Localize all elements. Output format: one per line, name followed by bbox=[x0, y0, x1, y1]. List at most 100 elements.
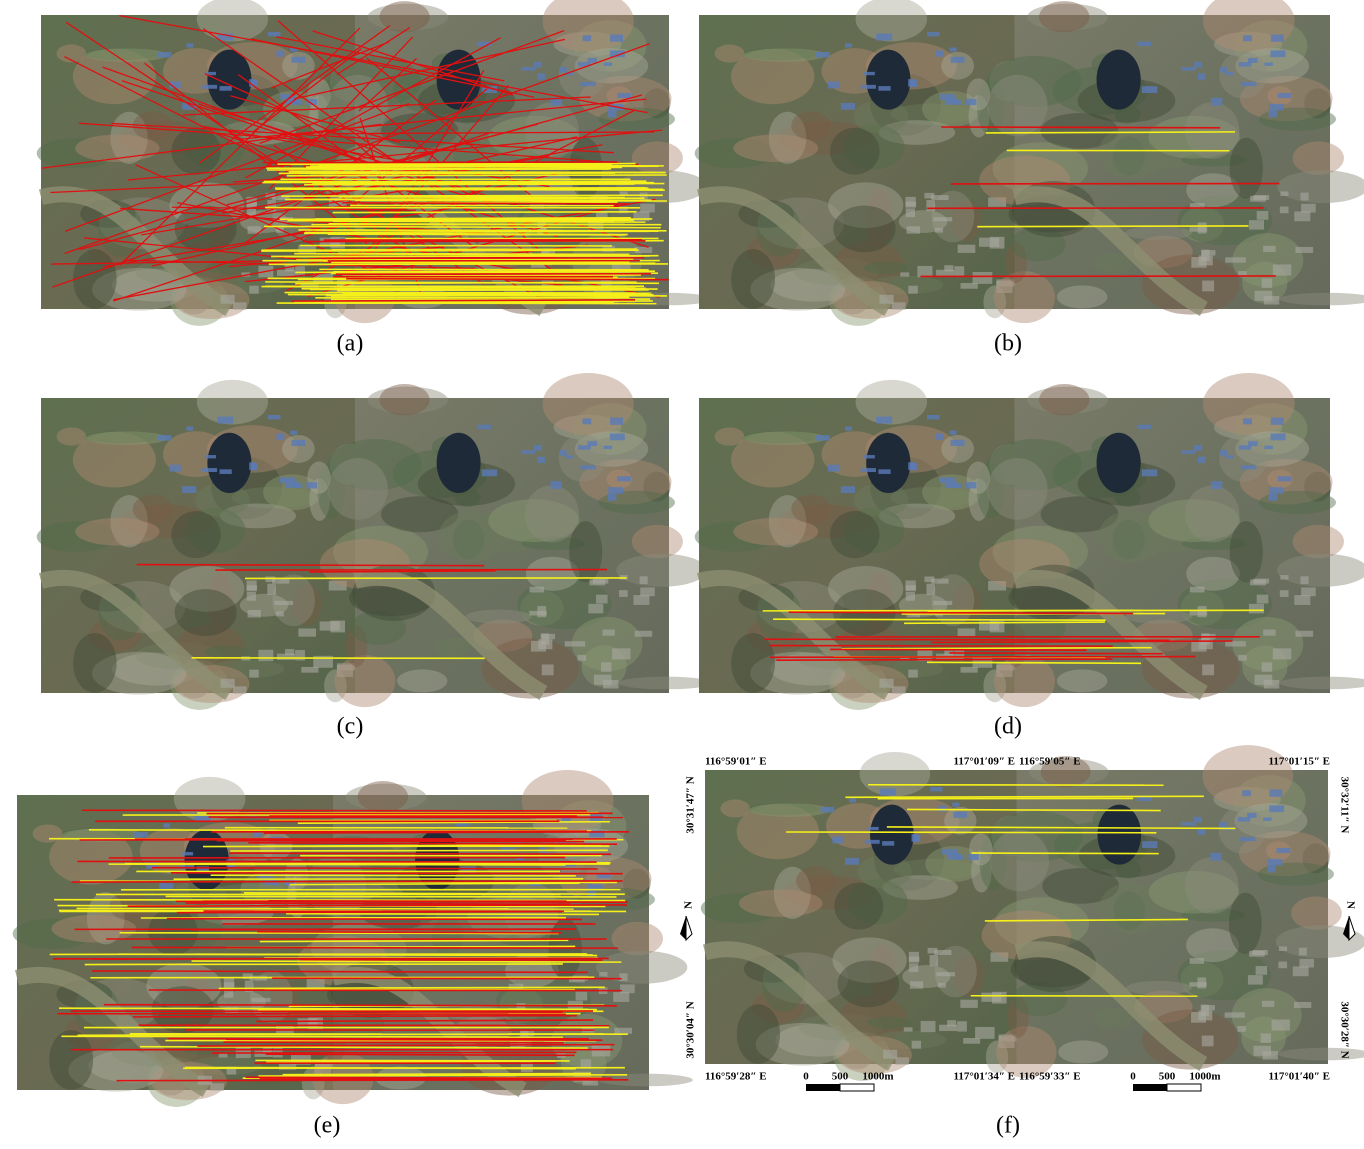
mismatch-line bbox=[366, 57, 534, 198]
match-lines bbox=[762, 609, 1264, 665]
mismatch-line bbox=[103, 1003, 617, 1007]
mismatch-line bbox=[342, 201, 630, 205]
mismatch-line bbox=[271, 41, 390, 89]
match-line bbox=[338, 252, 630, 256]
match-line bbox=[977, 225, 1249, 228]
match-line bbox=[210, 874, 576, 877]
match-line bbox=[315, 216, 631, 220]
match-line bbox=[303, 232, 628, 236]
mismatch-line bbox=[266, 830, 568, 833]
scale-label: 1000m bbox=[1189, 1071, 1220, 1083]
match-line bbox=[61, 1035, 563, 1038]
mismatch-line bbox=[65, 21, 449, 279]
mismatch-line bbox=[248, 842, 618, 846]
mismatch-line bbox=[256, 1019, 594, 1023]
panel-image bbox=[37, 0, 713, 326]
mismatch-line bbox=[769, 655, 1196, 659]
panel-image bbox=[695, 373, 1364, 710]
coord-label: 117°01′40″ E bbox=[1268, 1071, 1330, 1083]
coord-label: 116°59′33″ E bbox=[1019, 1071, 1081, 1083]
mismatch-line bbox=[941, 126, 1221, 129]
match-line bbox=[315, 229, 659, 232]
mismatch-line bbox=[52, 131, 493, 288]
coord-label: 116°59′05″ E bbox=[1019, 756, 1081, 768]
match-line bbox=[786, 831, 1157, 834]
match-line bbox=[271, 255, 650, 258]
match-line bbox=[289, 882, 580, 886]
north-label: N bbox=[1344, 901, 1356, 909]
match-line bbox=[243, 892, 625, 895]
panel-image bbox=[695, 0, 1364, 326]
mismatch-line bbox=[223, 1041, 564, 1044]
north-arrow bbox=[1343, 915, 1356, 942]
scale-label: 1000m bbox=[862, 1071, 893, 1083]
mismatch-line bbox=[215, 568, 608, 571]
mismatch-line bbox=[108, 856, 566, 859]
scale-label: 0 bbox=[1130, 1071, 1136, 1083]
mismatch-line bbox=[64, 43, 651, 255]
match-line bbox=[326, 293, 654, 297]
match-line bbox=[841, 646, 1152, 650]
panels bbox=[13, 0, 1364, 1107]
match-lines bbox=[41, 15, 669, 305]
mismatch-line bbox=[277, 20, 542, 253]
match-lines bbox=[920, 126, 1280, 278]
match-line bbox=[926, 661, 1142, 665]
match-line bbox=[263, 225, 661, 229]
mismatch-line bbox=[78, 122, 639, 166]
match-line bbox=[283, 262, 656, 266]
panel-label: (a) bbox=[337, 331, 364, 357]
mismatch-line bbox=[103, 199, 498, 268]
mismatch-line bbox=[148, 989, 622, 992]
coord-label: 116°59′01″ E bbox=[705, 756, 767, 768]
mismatch-line bbox=[262, 161, 618, 164]
match-line bbox=[261, 249, 639, 252]
mismatch-line bbox=[294, 38, 566, 100]
match-line bbox=[76, 907, 574, 910]
mismatch-line bbox=[136, 563, 485, 567]
panel-label: (e) bbox=[314, 1113, 341, 1139]
mismatch-line bbox=[252, 48, 363, 133]
mismatch-line bbox=[64, 102, 410, 232]
match-line bbox=[281, 194, 663, 197]
mismatch-line bbox=[202, 28, 566, 280]
coord-label: 30°31′47″ N bbox=[685, 776, 697, 833]
scale-label: 0 bbox=[803, 1071, 809, 1083]
match-line bbox=[927, 609, 1141, 612]
satellite-image bbox=[701, 745, 1364, 1081]
match-line bbox=[275, 188, 665, 191]
match-line bbox=[191, 960, 622, 963]
mismatch-line bbox=[265, 1053, 575, 1057]
match-line bbox=[971, 852, 1159, 855]
mismatch-line bbox=[309, 570, 496, 573]
mismatch-line bbox=[244, 37, 501, 179]
match-line bbox=[331, 298, 651, 301]
mismatch-line bbox=[769, 644, 1113, 647]
match-lines bbox=[136, 563, 627, 660]
match-line bbox=[332, 211, 637, 214]
match-line bbox=[304, 183, 635, 186]
north-label: N bbox=[683, 901, 695, 909]
coord-label: 30°30′04″ N bbox=[685, 1001, 697, 1058]
match-line bbox=[284, 198, 652, 202]
mismatch-line bbox=[183, 96, 591, 116]
mismatch-line bbox=[82, 809, 587, 812]
match-lines bbox=[786, 783, 1236, 997]
match-line bbox=[255, 1059, 570, 1062]
mismatch-line bbox=[931, 640, 1233, 644]
match-line bbox=[195, 953, 593, 956]
match-line bbox=[124, 862, 611, 865]
coord-label: 30°30′28″ N bbox=[1338, 1001, 1350, 1058]
match-line bbox=[122, 813, 591, 816]
mismatch-line bbox=[263, 831, 630, 834]
mismatch-line bbox=[776, 658, 1113, 662]
match-line bbox=[218, 986, 605, 990]
mismatch-line bbox=[151, 866, 598, 870]
mismatch-line bbox=[185, 902, 571, 905]
match-line bbox=[344, 218, 653, 222]
mismatch-line bbox=[336, 27, 411, 76]
match-line bbox=[985, 131, 1236, 134]
coord-label: 30°32′11″ N bbox=[1338, 777, 1350, 834]
match-line bbox=[315, 296, 630, 299]
mismatch-line bbox=[119, 15, 648, 114]
